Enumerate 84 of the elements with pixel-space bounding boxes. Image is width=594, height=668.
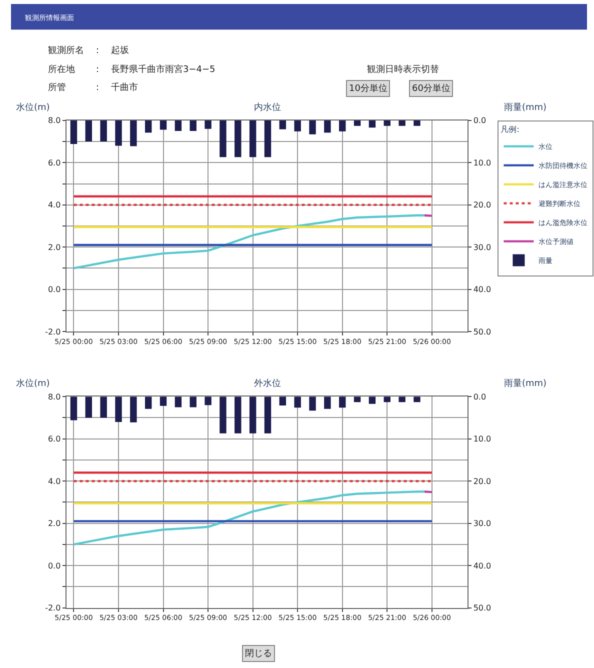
y-tick-label: 0.0 — [48, 285, 61, 294]
bar — [339, 396, 346, 408]
bar — [204, 396, 212, 406]
bar — [130, 120, 137, 146]
text: 観測日時表示切替 — [367, 64, 439, 75]
y2-tick-label: 10.0 — [473, 434, 492, 444]
y-tick-label: 2.0 — [48, 519, 61, 528]
bar — [294, 396, 301, 408]
y-tick-label: 0.0 — [48, 561, 61, 570]
bar — [174, 396, 182, 408]
bar — [220, 120, 226, 158]
bar — [354, 120, 361, 126]
bar — [279, 396, 286, 406]
bar — [204, 120, 212, 129]
bar — [160, 396, 167, 406]
bar — [115, 120, 122, 146]
bar — [160, 120, 167, 130]
y-tick-label: -2.0 — [45, 604, 61, 613]
y2-tick-label: 20.0 — [473, 200, 492, 210]
bar — [309, 396, 316, 411]
text: 観測所名 ： 起坂 — [48, 45, 129, 56]
bar — [100, 120, 107, 142]
y-axis-title: 水位(m) — [16, 102, 50, 113]
bar — [234, 396, 242, 434]
bar — [279, 120, 286, 130]
y-tick-label: 8.0 — [48, 116, 61, 126]
y-tick-label: 8.0 — [48, 392, 61, 402]
bar — [190, 396, 196, 408]
bar — [309, 120, 316, 134]
bar — [414, 120, 420, 126]
bar — [220, 396, 226, 434]
bar — [234, 120, 242, 158]
bar — [294, 120, 301, 132]
bar — [174, 120, 182, 131]
bar — [85, 396, 92, 418]
text: 所在地 ： 長野県千曲市雨宮3−4−5 — [48, 64, 216, 75]
bar — [190, 120, 196, 131]
y2-tick-label: 50.0 — [473, 604, 492, 613]
text: 10分単位 — [349, 83, 388, 94]
y2-axis-title: 雨量(mm) — [504, 378, 547, 389]
legend-title: 凡例: — [500, 124, 520, 134]
bar — [249, 396, 256, 434]
y2-tick-label: 50.0 — [473, 327, 492, 336]
y-tick-label: 2.0 — [48, 242, 61, 252]
bar — [115, 396, 122, 422]
bar — [130, 396, 137, 422]
bar — [264, 396, 272, 434]
y2-tick-label: 30.0 — [473, 519, 492, 528]
bar — [339, 120, 346, 132]
bar — [384, 120, 390, 126]
y2-tick-label: 20.0 — [473, 476, 492, 486]
y-tick-label: -2.0 — [45, 327, 61, 336]
y2-tick-label: 0.0 — [473, 392, 486, 402]
y-tick-label: 4.0 — [48, 200, 61, 210]
y2-tick-label: 40.0 — [473, 285, 492, 294]
chart-title: 外水位 — [254, 378, 281, 389]
bar — [100, 396, 107, 418]
bar — [398, 120, 406, 126]
bar — [324, 120, 331, 133]
y2-axis-title: 雨量(mm) — [504, 102, 547, 113]
y-tick-label: 6.0 — [48, 434, 61, 444]
bar — [368, 120, 376, 128]
bar — [70, 120, 78, 144]
bar — [398, 396, 406, 402]
y2-tick-label: 10.0 — [473, 158, 492, 168]
y-tick-label: 4.0 — [48, 476, 61, 486]
text: 閉じる — [245, 648, 272, 659]
bar — [70, 396, 78, 420]
bar — [368, 396, 376, 404]
y2-tick-label: 0.0 — [473, 116, 486, 126]
bar — [85, 120, 92, 142]
bar — [414, 396, 420, 402]
y2-tick-label: 30.0 — [473, 242, 492, 252]
bar — [249, 120, 256, 158]
bar — [264, 120, 272, 158]
y-axis-title: 水位(m) — [16, 378, 50, 389]
chart-title: 内水位 — [254, 102, 281, 113]
y2-tick-label: 40.0 — [473, 561, 492, 570]
bar — [324, 396, 331, 409]
bar — [144, 120, 152, 133]
bar — [144, 396, 152, 409]
text: 所管 ： 千曲市 — [48, 82, 138, 93]
y-tick-label: 6.0 — [48, 158, 61, 168]
text: 60分単位 — [412, 83, 450, 94]
